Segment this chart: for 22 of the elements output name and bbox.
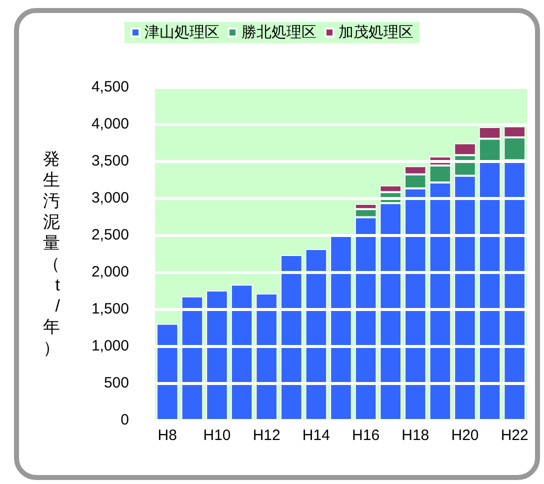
y-tick-label: 3,000 xyxy=(91,190,129,206)
y-tick-label: 4,500 xyxy=(91,78,129,96)
x-tick-label: H14 xyxy=(302,427,330,444)
x-tick-label: H20 xyxy=(451,427,479,444)
y-tick-label: 1,500 xyxy=(91,300,129,318)
y-tick-label: 3,500 xyxy=(91,152,129,170)
legend-label: 津山処理区 xyxy=(144,24,220,41)
y-tick-label: 4,000 xyxy=(91,116,129,132)
y-tick-label: 0 xyxy=(120,412,129,428)
x-tick-label: H12 xyxy=(252,427,280,444)
y-tick-label: 500 xyxy=(104,374,129,392)
y-tick-label: 2,000 xyxy=(91,264,129,280)
x-tick-label: H10 xyxy=(203,427,231,444)
x-tick-label: H22 xyxy=(500,427,528,444)
text: 発生汚泥量（t/年） xyxy=(43,150,60,358)
y-tick-label: 2,500 xyxy=(91,226,129,244)
x-tick-label: H16 xyxy=(352,427,380,444)
x-tick-label: H18 xyxy=(402,427,430,444)
legend-label: 加茂処理区 xyxy=(338,24,414,41)
y-tick-label: 1,000 xyxy=(91,338,129,354)
legend-label: 勝北処理区 xyxy=(242,24,316,41)
x-tick-label: H8 xyxy=(158,427,177,444)
